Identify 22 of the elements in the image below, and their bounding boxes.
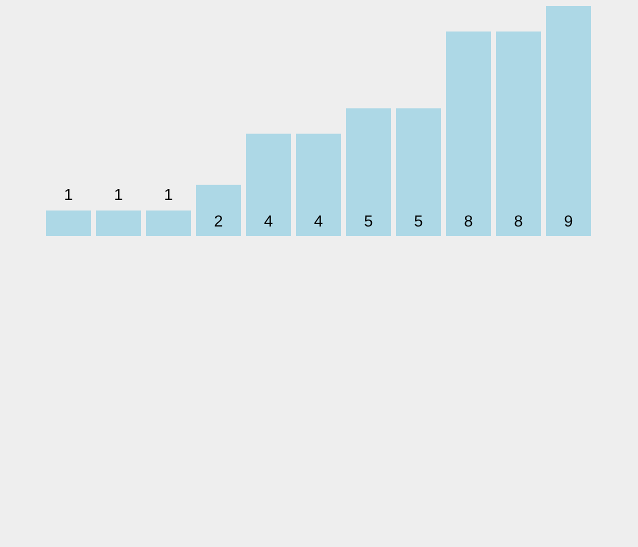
data-label: 5: [414, 213, 424, 230]
bar: [146, 210, 191, 236]
bar: [346, 108, 391, 236]
bar: [296, 134, 341, 236]
bar: [496, 32, 541, 236]
data-label: 4: [314, 213, 324, 230]
data-label: 8: [464, 213, 474, 230]
bar: [446, 32, 491, 236]
data-label: 2: [214, 213, 224, 230]
data-label: 1: [64, 186, 74, 204]
bar: [96, 210, 141, 236]
data-label: 5: [364, 213, 374, 230]
data-label: 1: [114, 186, 124, 204]
bar: [46, 210, 91, 236]
data-label: 4: [264, 213, 274, 230]
data-label: 1: [164, 186, 174, 204]
bar: [246, 134, 291, 236]
bar: [546, 6, 591, 236]
bar: [196, 184, 241, 236]
bar: [396, 108, 441, 236]
data-label: 9: [564, 213, 574, 230]
data-label: 8: [514, 213, 524, 230]
